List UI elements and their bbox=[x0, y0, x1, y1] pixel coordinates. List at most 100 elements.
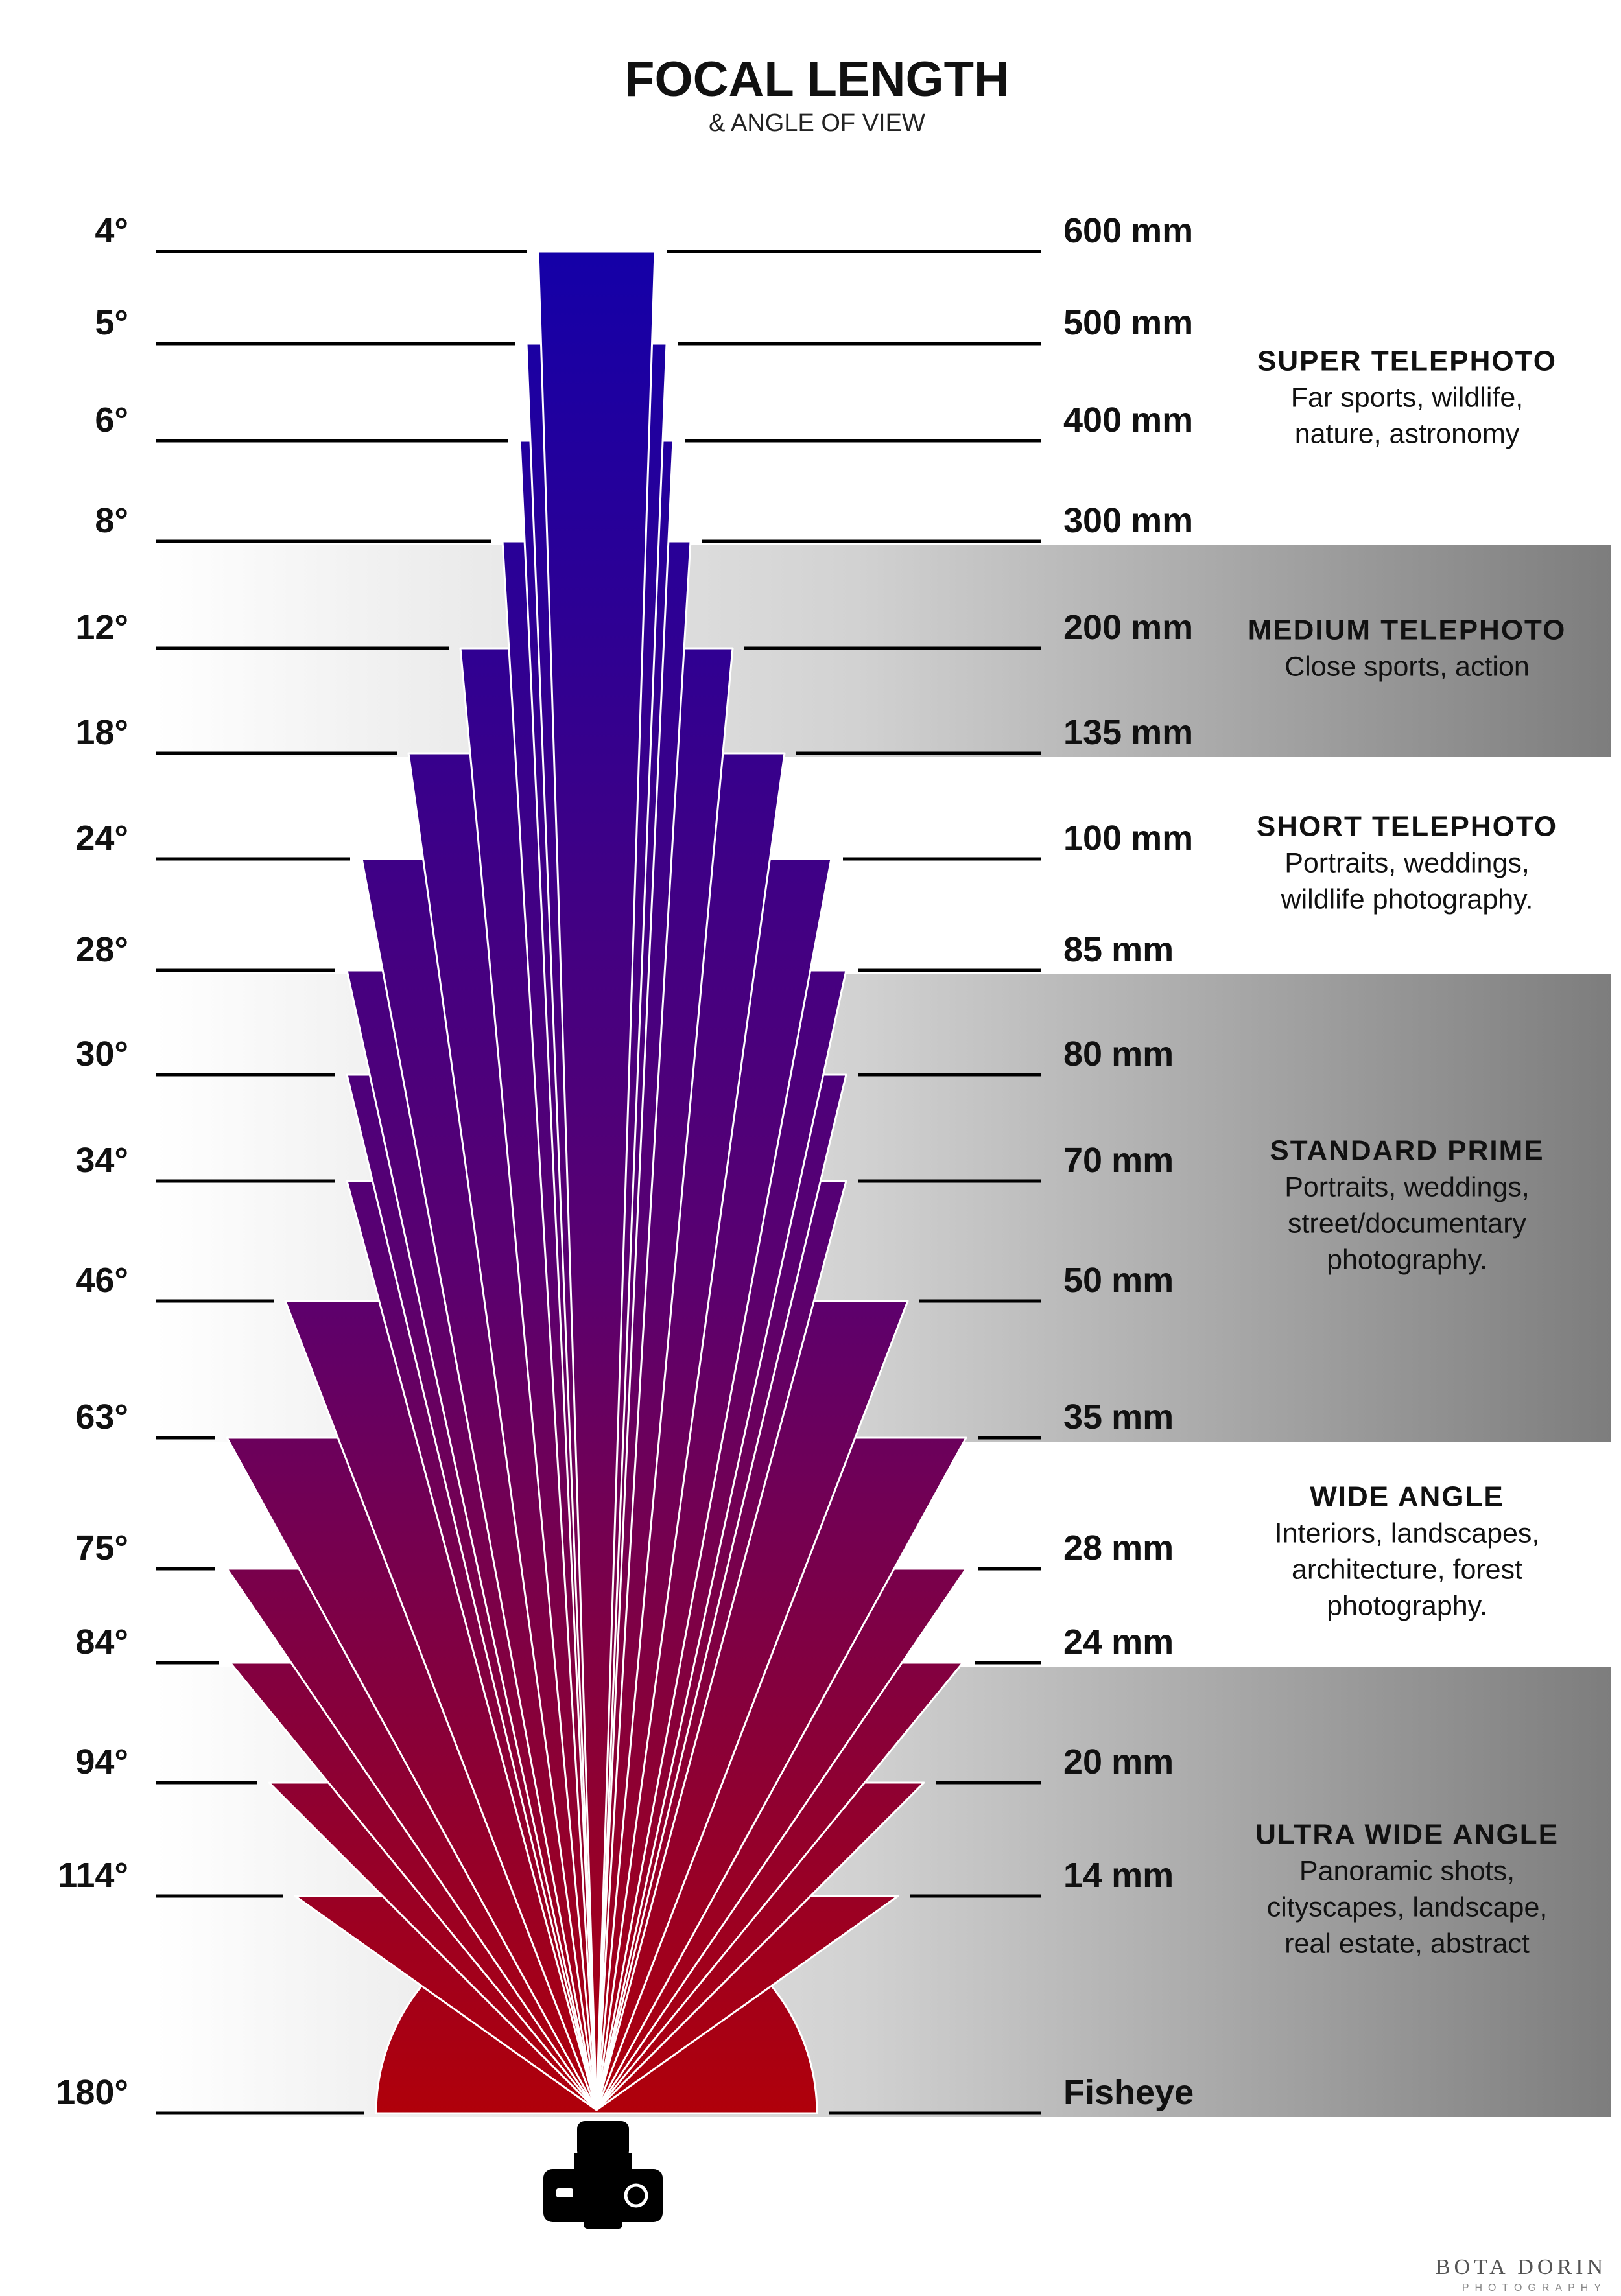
focal-length-unit: mm bbox=[1131, 608, 1193, 647]
focal-length-value: 400 bbox=[1063, 401, 1122, 439]
category-desc-ultra-wide-angle: real estate, abstract bbox=[1284, 1928, 1530, 1960]
category-labels: SUPER TELEPHOTO Far sports, wildlife, natu… bbox=[1248, 346, 1567, 1960]
focal-length-value: 100 bbox=[1063, 819, 1122, 858]
focal-length-unit: mm bbox=[1111, 1261, 1174, 1300]
category-desc-super-telephoto: nature, astronomy bbox=[1295, 419, 1520, 450]
category-name-super-telephoto: SUPER TELEPHOTO bbox=[1257, 346, 1557, 377]
focal-length-unit: mm bbox=[1131, 819, 1193, 858]
angle-label: 28° bbox=[75, 930, 128, 969]
focal-length-label: 600 mm bbox=[1063, 211, 1193, 250]
category-desc-standard-prime: Portraits, weddings, bbox=[1284, 1172, 1530, 1203]
focal-length-value: 20 bbox=[1063, 1742, 1102, 1781]
focal-length-value: 300 bbox=[1063, 501, 1122, 540]
page-title: FOCAL LENGTH bbox=[624, 52, 1010, 107]
category-desc-short-telephoto: Portraits, weddings, bbox=[1284, 848, 1530, 879]
focal-length-label: 80 mm bbox=[1063, 1035, 1174, 1073]
focal-length-unit: mm bbox=[1111, 1141, 1174, 1180]
category-desc-ultra-wide-angle: cityscapes, landscape, bbox=[1267, 1892, 1548, 1923]
angle-fan bbox=[226, 250, 967, 2114]
watermark-name: BOTA DORIN bbox=[1436, 2255, 1607, 2279]
focal-length-unit: mm bbox=[1111, 930, 1174, 969]
focal-length-value: 28 bbox=[1063, 1529, 1102, 1567]
angle-label: 8° bbox=[95, 501, 128, 540]
category-desc-standard-prime: street/documentary bbox=[1288, 1208, 1527, 1239]
angle-label: 30° bbox=[75, 1035, 128, 1073]
focal-length-label: 85 mm bbox=[1063, 930, 1174, 969]
angle-label: 6° bbox=[95, 401, 128, 439]
focal-length-label: 100 mm bbox=[1063, 819, 1193, 858]
angle-label: 4° bbox=[95, 211, 128, 250]
category-desc-ultra-wide-angle: Panoramic shots, bbox=[1299, 1856, 1515, 1887]
angle-label: 34° bbox=[75, 1141, 128, 1180]
focal-length-label: Fisheye bbox=[1063, 2073, 1194, 2112]
focal-length-label: 24 mm bbox=[1063, 1622, 1174, 1661]
band-medium-telephoto bbox=[156, 545, 1611, 757]
category-name-standard-prime: STANDARD PRIME bbox=[1270, 1135, 1544, 1167]
focal-length-value: 500 bbox=[1063, 303, 1122, 342]
focal-length-value: 135 bbox=[1063, 713, 1122, 752]
focal-length-unit: mm bbox=[1111, 1529, 1174, 1567]
focal-length-label: 400 mm bbox=[1063, 401, 1193, 439]
focal-length-unit: mm bbox=[1111, 1398, 1174, 1436]
angle-label: 46° bbox=[75, 1261, 128, 1300]
angle-label: 12° bbox=[75, 608, 128, 647]
focal-length-value: Fisheye bbox=[1063, 2073, 1194, 2112]
focal-length-value: 50 bbox=[1063, 1261, 1102, 1300]
category-desc-standard-prime: photography. bbox=[1327, 1245, 1487, 1276]
focal-length-label: 50 mm bbox=[1063, 1261, 1174, 1300]
focal-length-label: 70 mm bbox=[1063, 1141, 1174, 1180]
focal-length-value: 200 bbox=[1063, 608, 1122, 647]
angle-labels: 4° 5° 6° 8° 12° 18° 24° 28° 30° 34° 46° 63° 75° 84° 94… bbox=[56, 211, 128, 2112]
focal-length-label: 35 mm bbox=[1063, 1398, 1174, 1436]
focal-length-label: 14 mm bbox=[1063, 1856, 1174, 1895]
category-name-ultra-wide-angle: ULTRA WIDE ANGLE bbox=[1255, 1819, 1559, 1851]
page-subtitle: & ANGLE OF VIEW bbox=[709, 110, 925, 137]
leader-lines bbox=[156, 250, 1041, 2115]
focal-length-label: 200 mm bbox=[1063, 608, 1193, 647]
category-name-short-telephoto: SHORT TELEPHOTO bbox=[1257, 811, 1557, 843]
category-desc-medium-telephoto: Close sports, action bbox=[1284, 651, 1530, 683]
focal-length-value: 70 bbox=[1063, 1141, 1102, 1180]
angle-label: 75° bbox=[75, 1529, 128, 1567]
focal-length-unit: mm bbox=[1111, 1856, 1174, 1895]
focal-length-unit: mm bbox=[1131, 401, 1193, 439]
focal-length-unit: mm bbox=[1111, 1035, 1174, 1073]
focal-length-value: 80 bbox=[1063, 1035, 1102, 1073]
angle-label: 18° bbox=[75, 713, 128, 752]
angle-label: 94° bbox=[75, 1742, 128, 1781]
focal-length-label: 20 mm bbox=[1063, 1742, 1174, 1781]
focal-length-label: 28 mm bbox=[1063, 1529, 1174, 1567]
focal-length-label: 500 mm bbox=[1063, 303, 1193, 342]
focal-length-unit: mm bbox=[1131, 303, 1193, 342]
focal-length-value: 600 bbox=[1063, 211, 1122, 250]
focal-length-unit: mm bbox=[1131, 713, 1193, 752]
angle-label: 114° bbox=[58, 1856, 128, 1895]
focal-length-unit: mm bbox=[1111, 1742, 1174, 1781]
focal-length-value: 85 bbox=[1063, 930, 1102, 969]
angle-label: 5° bbox=[95, 303, 128, 342]
category-desc-wide-angle: photography. bbox=[1327, 1591, 1487, 1622]
category-name-wide-angle: WIDE ANGLE bbox=[1310, 1481, 1504, 1513]
focal-length-label: 300 mm bbox=[1063, 501, 1193, 540]
category-desc-super-telephoto: Far sports, wildlife, bbox=[1291, 382, 1523, 414]
watermark-sub: PHOTOGRAPHY bbox=[1462, 2282, 1607, 2293]
angle-label: 84° bbox=[75, 1622, 128, 1661]
category-desc-wide-angle: architecture, forest bbox=[1292, 1554, 1522, 1586]
wedge-4 bbox=[537, 250, 656, 2111]
angle-label: 63° bbox=[75, 1398, 128, 1436]
category-name-medium-telephoto: MEDIUM TELEPHOTO bbox=[1248, 615, 1567, 646]
angle-label: 24° bbox=[75, 819, 128, 858]
focal-length-unit: mm bbox=[1131, 211, 1193, 250]
category-desc-wide-angle: Interiors, landscapes, bbox=[1275, 1518, 1540, 1549]
focal-length-unit: mm bbox=[1111, 1622, 1174, 1661]
focal-length-value: 35 bbox=[1063, 1398, 1102, 1436]
angle-label: 180° bbox=[56, 2073, 128, 2112]
focal-length-value: 24 bbox=[1063, 1622, 1102, 1661]
focal-length-unit: mm bbox=[1131, 501, 1193, 540]
category-desc-short-telephoto: wildlife photography. bbox=[1281, 884, 1533, 915]
camera-icon bbox=[543, 2121, 663, 2229]
focal-length-value: 14 bbox=[1063, 1856, 1102, 1895]
focal-length-label: 135 mm bbox=[1063, 713, 1193, 752]
